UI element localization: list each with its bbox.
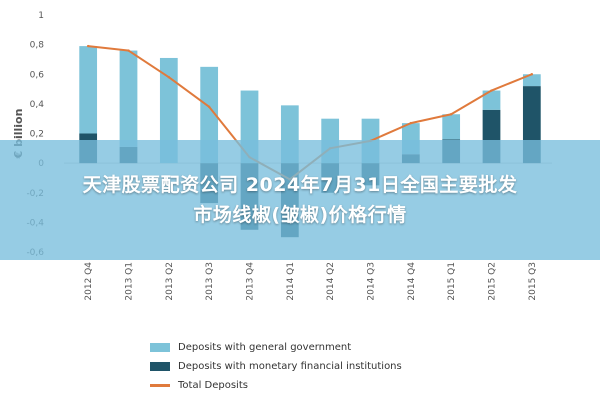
bar-general-government-9 bbox=[442, 114, 461, 140]
x-tick-label-11: 2015 Q3 bbox=[528, 262, 538, 301]
x-tick-label-10: 2015 Q2 bbox=[488, 262, 498, 301]
banner-line-2: 市场线椒(皱椒)价格行情 bbox=[193, 204, 407, 226]
bar-general-government-2 bbox=[159, 57, 178, 164]
legend-label-total-deposits: Total Deposits bbox=[178, 380, 248, 391]
x-tick-label-2: 2013 Q2 bbox=[165, 262, 175, 301]
bar-general-government-1 bbox=[119, 50, 138, 147]
legend-label-general-government: Deposits with general government bbox=[178, 342, 352, 353]
banner-line-1: 天津股票配资公司 2024年7月31日全国主要批发 bbox=[82, 174, 518, 196]
y-tick-label-6: 0,6 bbox=[30, 70, 45, 80]
x-tick-label-5: 2014 Q1 bbox=[286, 262, 296, 301]
y-tick-label-8: 1 bbox=[38, 11, 44, 21]
y-tick-label-5: 0,4 bbox=[30, 100, 45, 110]
point-total-deposits-2 bbox=[167, 76, 171, 79]
x-tick-label-8: 2014 Q4 bbox=[407, 262, 417, 301]
x-tick-label-0: 2012 Q4 bbox=[84, 262, 94, 301]
legend-swatch-total-deposits bbox=[150, 384, 170, 387]
x-tick-label-9: 2015 Q1 bbox=[447, 262, 457, 301]
x-tick-label-1: 2013 Q1 bbox=[125, 262, 135, 301]
x-tick-label-4: 2013 Q4 bbox=[246, 262, 256, 301]
bar-general-government-10 bbox=[482, 90, 501, 110]
bar-general-government-3 bbox=[200, 66, 219, 164]
legend-item-mfi: Deposits with monetary financial institu… bbox=[150, 357, 402, 376]
point-total-deposits-11 bbox=[530, 73, 534, 76]
point-total-deposits-8 bbox=[409, 121, 413, 125]
overlay-banner: 天津股票配资公司 2024年7月31日全国主要批发 市场线椒(皱椒)价格行情 bbox=[0, 140, 600, 260]
bar-general-government-0 bbox=[79, 46, 98, 134]
point-total-deposits-10 bbox=[490, 89, 493, 92]
point-total-deposits-3 bbox=[207, 105, 211, 109]
legend-label-mfi: Deposits with monetary financial institu… bbox=[178, 361, 402, 372]
bar-general-government-11 bbox=[522, 74, 541, 87]
legend: Deposits with general government Deposit… bbox=[150, 338, 402, 395]
legend-item-total-deposits: Total Deposits bbox=[150, 376, 402, 395]
y-tick-label-4: 0,2 bbox=[30, 130, 44, 140]
x-tick-label-3: 2013 Q3 bbox=[205, 262, 215, 301]
point-total-deposits-1 bbox=[127, 49, 130, 52]
legend-swatch-general-government bbox=[150, 343, 170, 352]
point-total-deposits-9 bbox=[449, 113, 453, 116]
x-tick-label-6: 2014 Q2 bbox=[326, 262, 336, 301]
legend-swatch-mfi bbox=[150, 362, 170, 371]
legend-item-general-government: Deposits with general government bbox=[150, 338, 402, 357]
y-tick-label-7: 0,8 bbox=[30, 41, 45, 51]
point-total-deposits-0 bbox=[86, 44, 90, 48]
x-tick-label-7: 2014 Q3 bbox=[367, 262, 377, 301]
